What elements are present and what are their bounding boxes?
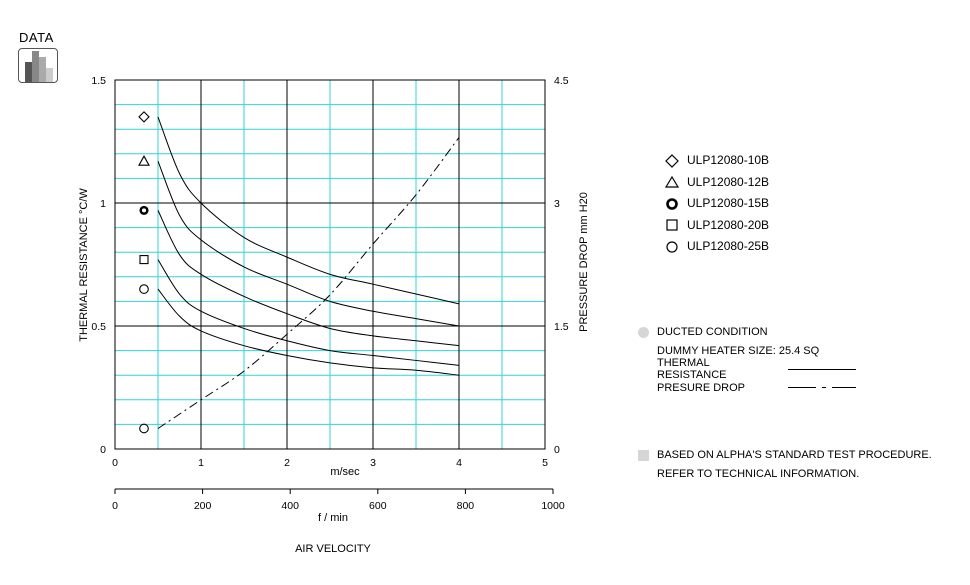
series-marker-triangle bbox=[138, 155, 150, 166]
legend-label: ULP12080-25B bbox=[687, 239, 770, 253]
legend-item-25b: ULP12080-25B bbox=[665, 236, 769, 258]
secondary-x-tick-label: 1000 bbox=[541, 500, 565, 512]
badge-label: DATA bbox=[19, 30, 54, 45]
pressure-drop-marker bbox=[139, 423, 149, 434]
note-ducted: DUCTED CONDITION bbox=[638, 323, 856, 342]
solid-line-swatch bbox=[788, 368, 856, 370]
note-based-text: BASED ON ALPHA'S STANDARD TEST PROCEDURE… bbox=[657, 449, 932, 462]
square-bullet-icon bbox=[638, 449, 649, 461]
legend-label: ULP12080-12B bbox=[687, 174, 770, 189]
circle-icon bbox=[666, 241, 678, 253]
series-line-2 bbox=[157, 160, 460, 327]
series-marker-square bbox=[139, 255, 149, 265]
secondary-x-tick-label: 0 bbox=[112, 500, 118, 512]
legend-item-15b: ULP12080-15B bbox=[665, 193, 769, 215]
series-line-4 bbox=[157, 259, 460, 366]
plot-frame bbox=[114, 79, 546, 450]
x-tick-label: 3 bbox=[370, 457, 376, 469]
y-right-tick-label: 3 bbox=[554, 198, 560, 210]
note-heater: DUMMY HEATER SIZE: 25.4 SQ bbox=[638, 342, 856, 361]
series-marker-circle bbox=[139, 284, 149, 294]
bullseye-icon bbox=[666, 197, 678, 210]
pressure-drop-line bbox=[157, 137, 460, 429]
procedure-notes: BASED ON ALPHA'S STANDARD TEST PROCEDURE… bbox=[638, 446, 932, 483]
legend: ULP12080-10B ULP12080-12B ULP12080-15B U… bbox=[665, 150, 769, 258]
y-left-tick-label: 0 bbox=[100, 444, 106, 456]
note-pressure: PRESURE DROP bbox=[638, 379, 856, 398]
series-marker-diamond bbox=[138, 111, 150, 123]
x-axis-title: AIR VELOCITY bbox=[295, 543, 371, 555]
dot-icon bbox=[638, 326, 649, 338]
conditions-notes: DUCTED CONDITION DUMMY HEATER SIZE: 25.4… bbox=[638, 323, 856, 397]
y-left-tick-label: 0.5 bbox=[91, 321, 106, 333]
series-line-5 bbox=[157, 288, 460, 376]
legend-item-20b: ULP12080-20B bbox=[665, 215, 769, 237]
note-thermal: THERMAL RESISTANCE bbox=[638, 357, 856, 382]
series-line-1 bbox=[157, 116, 460, 305]
note-based: BASED ON ALPHA'S STANDARD TEST PROCEDURE… bbox=[638, 446, 932, 465]
bar-chart-icon bbox=[18, 48, 58, 83]
diamond-icon bbox=[665, 153, 679, 168]
x-tick-label: 0 bbox=[112, 457, 118, 469]
legend-item-10b: ULP12080-10B bbox=[665, 150, 769, 172]
legend-label: ULP12080-20B bbox=[687, 217, 770, 232]
series-line-3 bbox=[157, 210, 460, 347]
note-pressure-text: PRESURE DROP bbox=[657, 381, 746, 394]
triangle-icon bbox=[665, 176, 679, 188]
y-left-tick-label: 1 bbox=[100, 198, 106, 210]
secondary-x-axis-label: f / min bbox=[318, 512, 348, 524]
note-refer: REFER TO TECHNICAL INFORMATION. bbox=[638, 465, 932, 484]
y-right-tick-label: 4.5 bbox=[554, 75, 569, 87]
legend-item-12b: ULP12080-12B bbox=[665, 172, 769, 194]
y-right-tick-label: 0 bbox=[554, 444, 560, 456]
legend-label: ULP12080-10B bbox=[687, 153, 770, 167]
y-left-axis-label: THERMAL RESISTANCE °C/W bbox=[78, 188, 90, 342]
y-right-axis-label: PRESSURE DROP mm H20 bbox=[578, 192, 590, 332]
square-icon bbox=[666, 219, 678, 231]
note-ducted-text: DUCTED CONDITION bbox=[657, 326, 768, 339]
data-badge: DATA bbox=[18, 30, 58, 83]
y-right-tick-label: 1.5 bbox=[554, 321, 569, 333]
note-heater-text: DUMMY HEATER SIZE: 25.4 SQ bbox=[657, 344, 820, 357]
secondary-x-tick-label: 800 bbox=[457, 500, 475, 512]
note-refer-text: REFER TO TECHNICAL INFORMATION. bbox=[657, 467, 860, 480]
dash-line-swatch bbox=[788, 387, 856, 389]
note-thermal-text: THERMAL RESISTANCE bbox=[657, 357, 727, 382]
x-tick-label: 4 bbox=[456, 457, 462, 469]
x-tick-label: 2 bbox=[284, 457, 290, 469]
x-axis-label: m/sec bbox=[330, 466, 360, 478]
secondary-x-tick-label: 600 bbox=[369, 500, 387, 512]
legend-label: ULP12080-15B bbox=[687, 196, 770, 210]
y-left-tick-label: 1.5 bbox=[91, 75, 106, 87]
secondary-x-tick-label: 200 bbox=[194, 500, 212, 512]
series-marker-bullseye bbox=[139, 205, 149, 215]
x-tick-label: 5 bbox=[542, 457, 548, 469]
secondary-x-tick-label: 400 bbox=[281, 500, 299, 512]
x-tick-label: 1 bbox=[198, 457, 204, 469]
